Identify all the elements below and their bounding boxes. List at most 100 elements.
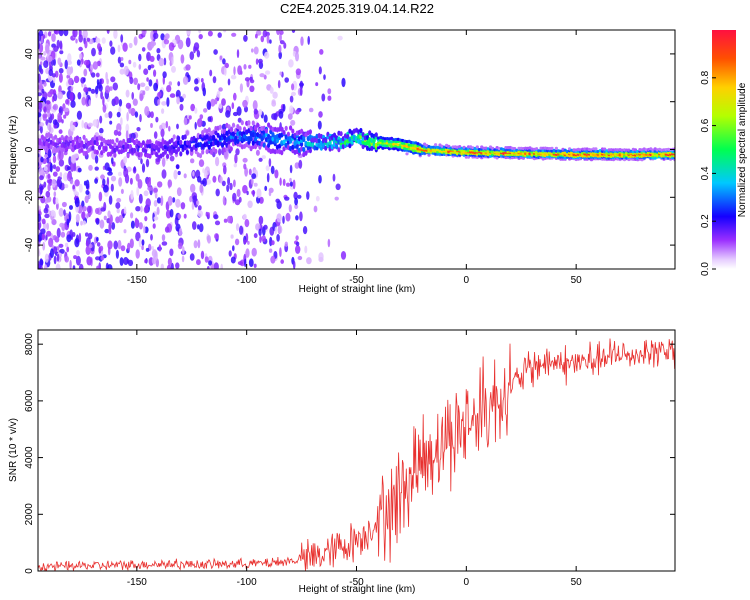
spectrogram-cell [72, 184, 75, 190]
spectrogram-cell [58, 85, 62, 94]
spectrogram-cell [39, 80, 43, 89]
spectrogram-cell [225, 110, 231, 118]
spectrogram-cell [150, 30, 155, 41]
spectrogram-cell [440, 147, 444, 151]
spectrogram-cell [99, 127, 104, 134]
spectrogram-cell [81, 96, 86, 106]
spectrogram-cell [222, 195, 226, 205]
spectrogram-cell [110, 183, 114, 192]
spectrogram-cell [86, 213, 89, 219]
snr-x-tick-label: 0 [464, 577, 470, 588]
colorbar-gradient [712, 30, 736, 269]
spectrogram-cell [332, 132, 337, 138]
spectrogram-cell [491, 146, 495, 150]
spectrogram-cell [39, 175, 44, 181]
spectrogram-cell [210, 98, 216, 107]
spectrogram-cell [74, 179, 80, 187]
spectrogram-cell [283, 42, 287, 49]
spectrogram-cell [206, 265, 210, 269]
spectrogram-cell [144, 148, 148, 154]
spectrogram-cell [110, 46, 116, 55]
spectrogram-cell [200, 78, 204, 83]
spectrogram-cell [594, 147, 598, 151]
spectrogram-cell [271, 240, 275, 246]
spectrogram-cell [83, 180, 87, 186]
spectrogram-cell [269, 86, 274, 94]
spectrogram-cell [251, 120, 255, 126]
spectrogram-cell [137, 179, 143, 189]
spectrogram-cell [129, 76, 134, 85]
spectrogram-cell [84, 195, 89, 204]
spectrogram-cell [271, 100, 277, 107]
spectrogram-cell [83, 77, 86, 82]
spectrogram-cell [95, 207, 100, 215]
spectrogram-cell [38, 241, 41, 248]
spectrogram-cell [535, 147, 539, 151]
spectrogram-cell [194, 138, 198, 144]
spectrogram-cell [108, 228, 112, 235]
spectrogram-cell [42, 113, 48, 119]
spectrogram-cell [73, 75, 80, 84]
spectrogram-cell [251, 48, 254, 53]
spectrogram-cell [109, 120, 113, 125]
spectrogram-cell [145, 198, 151, 208]
spectrogram-cell [271, 132, 275, 138]
spectrogram-cell [274, 226, 277, 235]
spectrogram-cell [233, 179, 236, 188]
spectrogram-cell [327, 238, 331, 248]
spectrogram-cell [54, 30, 60, 35]
spectrogram-cell [47, 91, 53, 98]
spectrogram-cell [182, 246, 185, 255]
spectrogram-cell [212, 175, 217, 183]
spectrogram-cell [218, 103, 223, 109]
spectrogram-cell [300, 128, 304, 134]
spectrogram-cell [197, 118, 203, 128]
spectrogram-cell [190, 183, 196, 193]
spectrogram-cell [78, 46, 83, 52]
spectrogram-cell [39, 259, 44, 266]
spectrogram-cell [156, 48, 161, 54]
spectrogram-cell [67, 166, 71, 171]
spectrogram-cell [127, 259, 134, 267]
spectrogram-cell [242, 126, 247, 132]
spectrogram-cell [308, 129, 312, 135]
spectrogram-cell [223, 218, 228, 223]
spectrogram-cell [126, 112, 129, 122]
spectrogram-cell [118, 215, 124, 223]
snr-panel: -150 -100 -50 0 50 0 2000 4000 6000 8000 Height … [8, 329, 676, 595]
spectrogram-cell [59, 248, 65, 254]
spectrogram-cell [236, 49, 240, 59]
spectrogram-cell [61, 201, 67, 208]
spectrogram-cell [155, 151, 159, 158]
spectrogram-cell [94, 178, 98, 184]
spectrogram-cell [335, 183, 341, 191]
spectrogram-cell [243, 64, 247, 70]
spectrogram-cell [84, 138, 88, 144]
spectrogram-cell [144, 86, 150, 91]
spectrogram-cell [319, 49, 324, 55]
spectrogram-cell [98, 84, 103, 92]
spectrogram-cell [119, 257, 124, 266]
spectrogram-cell [122, 138, 126, 144]
spectrogram-cell [83, 87, 89, 93]
spectrogram-cell [52, 164, 57, 170]
spectrogram-cell [113, 142, 117, 148]
spectrogram-cell [141, 30, 147, 36]
spectrogram-cell [249, 79, 255, 84]
spectrogram-cell [67, 141, 71, 147]
spectrogram-cell [550, 146, 554, 150]
spectrogram-cell [65, 146, 69, 152]
spectrogram-cell [73, 255, 78, 260]
spectrogram-cell [85, 179, 90, 190]
spectrogram-cell [181, 255, 185, 263]
spectrogram-cell [196, 200, 200, 206]
spectrogram-cell [299, 87, 303, 96]
spectrogram-cell [99, 245, 104, 252]
spectrogram-cell [177, 213, 182, 219]
spectrogram-cell [198, 153, 203, 159]
spectrogram-cell [194, 86, 199, 92]
snr-marks [38, 338, 675, 571]
spectrogram-cell [539, 146, 543, 150]
spectrogram-cell [83, 59, 90, 66]
